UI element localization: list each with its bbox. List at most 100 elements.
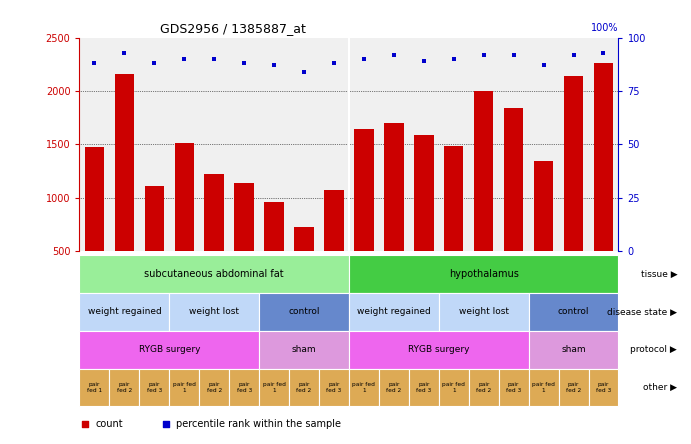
Text: protocol ▶: protocol ▶ — [630, 345, 677, 354]
Text: pair
fed 3: pair fed 3 — [506, 382, 521, 393]
Text: 100%: 100% — [591, 24, 618, 33]
Bar — [349, 369, 379, 406]
Bar — [564, 76, 583, 304]
Bar — [594, 63, 613, 304]
Text: pair
fed 2: pair fed 2 — [386, 382, 401, 393]
Bar — [409, 369, 439, 406]
Bar — [85, 147, 104, 304]
Bar — [529, 331, 618, 369]
Point — [79, 420, 91, 427]
Text: pair fed
1: pair fed 1 — [263, 382, 285, 393]
Text: GDS2956 / 1385887_at: GDS2956 / 1385887_at — [160, 22, 306, 35]
Bar — [79, 369, 109, 406]
Bar — [79, 331, 259, 369]
Bar — [349, 293, 439, 331]
Bar — [169, 369, 199, 406]
Point — [89, 60, 100, 67]
Bar — [558, 369, 589, 406]
Bar — [414, 135, 433, 304]
Bar — [529, 293, 618, 331]
Point — [209, 56, 220, 63]
Bar — [324, 190, 343, 304]
Text: pair fed
1: pair fed 1 — [442, 382, 465, 393]
Text: sham: sham — [561, 345, 586, 354]
Point — [359, 56, 370, 63]
Point — [538, 62, 549, 69]
Point — [568, 51, 579, 58]
Bar — [259, 331, 349, 369]
Point — [598, 49, 609, 56]
Text: pair fed
1: pair fed 1 — [352, 382, 375, 393]
Bar — [319, 369, 349, 406]
Bar — [439, 293, 529, 331]
Bar — [109, 369, 140, 406]
Bar — [229, 369, 259, 406]
Text: disease state ▶: disease state ▶ — [607, 307, 677, 317]
Text: weight regained: weight regained — [88, 307, 161, 317]
Bar — [175, 143, 194, 304]
Point — [478, 51, 489, 58]
Point — [508, 51, 519, 58]
Text: percentile rank within the sample: percentile rank within the sample — [176, 419, 341, 428]
Text: pair
fed 2: pair fed 2 — [117, 382, 132, 393]
Bar — [265, 202, 284, 304]
Text: subcutaneous abdominal fat: subcutaneous abdominal fat — [144, 269, 284, 279]
Text: weight lost: weight lost — [459, 307, 509, 317]
Bar — [289, 369, 319, 406]
Text: pair
fed 1: pair fed 1 — [87, 382, 102, 393]
Text: pair
fed 3: pair fed 3 — [596, 382, 611, 393]
Bar — [234, 182, 254, 304]
Point — [269, 62, 280, 69]
Bar — [199, 369, 229, 406]
Point — [179, 56, 190, 63]
Point — [328, 60, 339, 67]
Point — [448, 56, 460, 63]
Bar — [259, 293, 349, 331]
Bar — [140, 369, 169, 406]
Text: sham: sham — [292, 345, 316, 354]
Text: pair fed
1: pair fed 1 — [532, 382, 555, 393]
Point — [388, 51, 399, 58]
Bar — [468, 369, 499, 406]
Text: pair
fed 3: pair fed 3 — [236, 382, 252, 393]
Text: weight regained: weight regained — [357, 307, 430, 317]
Bar — [259, 369, 289, 406]
Text: RYGB surgery: RYGB surgery — [138, 345, 200, 354]
Bar — [474, 91, 493, 304]
Bar — [349, 331, 529, 369]
Bar — [499, 369, 529, 406]
Bar — [169, 293, 259, 331]
Text: pair
fed 3: pair fed 3 — [326, 382, 341, 393]
Bar — [529, 369, 558, 406]
Text: count: count — [95, 419, 123, 428]
Bar — [205, 174, 224, 304]
Text: pair
fed 2: pair fed 2 — [566, 382, 581, 393]
Bar — [439, 369, 468, 406]
Bar — [115, 74, 134, 304]
Text: weight lost: weight lost — [189, 307, 239, 317]
Point — [160, 420, 171, 427]
Bar — [144, 186, 164, 304]
Text: other ▶: other ▶ — [643, 383, 677, 392]
Point — [299, 68, 310, 75]
Bar — [79, 255, 349, 293]
Text: control: control — [558, 307, 589, 317]
Point — [149, 60, 160, 67]
Point — [238, 60, 249, 67]
Bar — [354, 129, 374, 304]
Text: pair
fed 2: pair fed 2 — [207, 382, 222, 393]
Text: tissue ▶: tissue ▶ — [641, 270, 677, 279]
Bar — [589, 369, 618, 406]
Text: pair
fed 3: pair fed 3 — [416, 382, 431, 393]
Bar — [349, 255, 618, 293]
Text: RYGB surgery: RYGB surgery — [408, 345, 470, 354]
Bar — [294, 227, 314, 304]
Bar — [504, 108, 523, 304]
Text: pair
fed 2: pair fed 2 — [476, 382, 491, 393]
Text: pair
fed 2: pair fed 2 — [296, 382, 312, 393]
Point — [119, 49, 130, 56]
Bar — [534, 161, 553, 304]
Text: pair fed
1: pair fed 1 — [173, 382, 196, 393]
Bar — [384, 123, 404, 304]
Text: hypothalamus: hypothalamus — [448, 269, 519, 279]
